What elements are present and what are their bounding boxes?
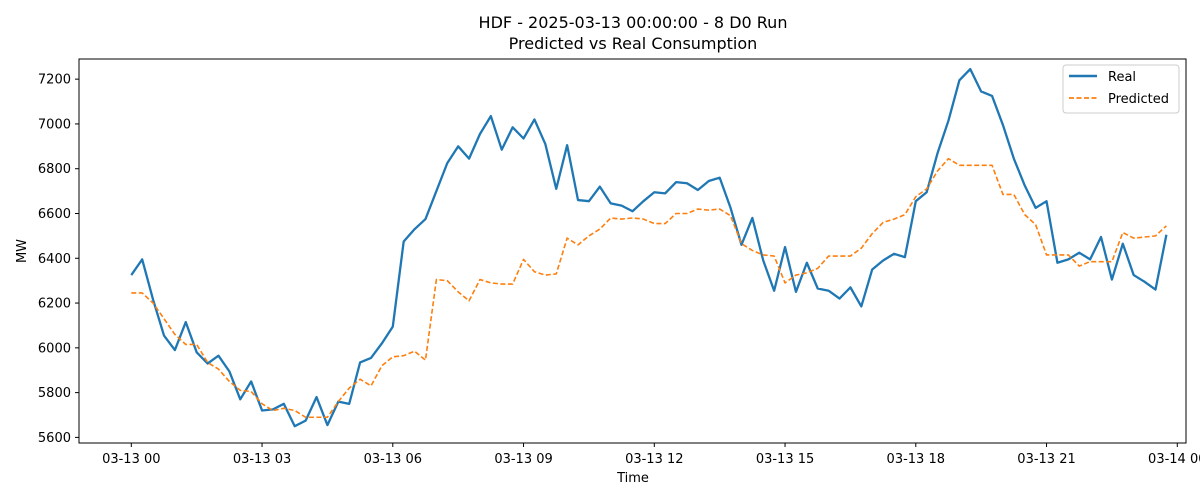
x-tick-label: 03-13 15 [756,452,814,467]
y-tick-label: 6800 [38,162,71,177]
y-tick-label: 7200 [38,73,71,88]
y-tick-label: 6400 [38,252,71,267]
x-tick-label: 03-13 12 [625,452,683,467]
legend: Real Predicted [1062,64,1180,114]
x-tick-label: 03-13 09 [494,452,552,467]
x-tick-label: 03-13 06 [364,452,422,467]
x-tick-label: 03-14 00 [1148,452,1200,467]
series-line-real [130,67,1168,428]
y-tick-label: 5600 [38,431,71,446]
y-tick-label: 6600 [38,207,71,222]
x-tick-label: 03-13 00 [102,452,160,467]
y-tick-label: 7000 [38,117,71,132]
x-tick-label: 03-13 18 [887,452,945,467]
chart-title: HDF - 2025-03-13 00:00:00 - 8 D0 Run [479,13,788,32]
x-tick-label: 03-13 21 [1017,452,1075,467]
legend-label-real: Real [1108,70,1136,85]
series-line-predicted [131,157,1167,419]
y-axis-label: MW [15,239,30,263]
chart-subtitle: Predicted vs Real Consumption [509,34,758,53]
plot-area [130,67,1168,428]
x-tick-label: 03-13 03 [233,452,291,467]
x-axis: 03-13 00 03-13 03 03-13 06 03-13 09 03-13 12… [102,443,1200,467]
legend-label-predicted: Predicted [1108,92,1169,107]
y-tick-label: 6000 [38,341,71,356]
x-axis-label: Time [616,471,649,486]
axes-frame [78,58,1187,444]
y-tick-label: 6200 [38,297,71,312]
y-axis: 5600 5800 6000 6200 6400 6600 6800 7000 7200 [38,73,79,446]
y-tick-label: 5800 [38,386,71,401]
